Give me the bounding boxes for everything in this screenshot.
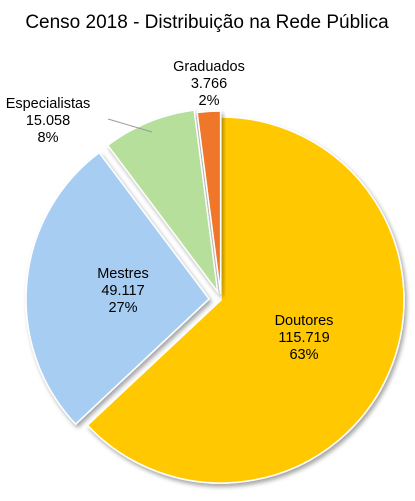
leader-line-especialistas (107, 118, 153, 133)
slice-label-percent: 8% (38, 130, 59, 146)
slice-label-value: 3.766 (191, 76, 227, 92)
chart-title: Censo 2018 - Distribuição na Rede Públic… (25, 12, 389, 33)
slice-label-name: Graduados (173, 59, 245, 75)
pie-slice-especialistas (106, 109, 219, 295)
slice-label-value: 115.719 (278, 330, 329, 346)
slice-label-name: Especialistas (6, 96, 91, 112)
slice-label-percent: 27% (108, 300, 137, 316)
slice-label-name: Mestres (97, 266, 149, 282)
pie-slice-mestres (25, 151, 211, 426)
slice-label-value: 49.117 (101, 283, 144, 299)
pie-slice-graduados (196, 110, 222, 295)
slice-label-name: Doutores (275, 313, 334, 329)
slice-label-percent: 2% (199, 93, 220, 109)
slice-label-percent: 63% (289, 347, 318, 363)
slice-label-value: 15.058 (26, 113, 70, 129)
pie-slice-doutores (86, 116, 405, 484)
